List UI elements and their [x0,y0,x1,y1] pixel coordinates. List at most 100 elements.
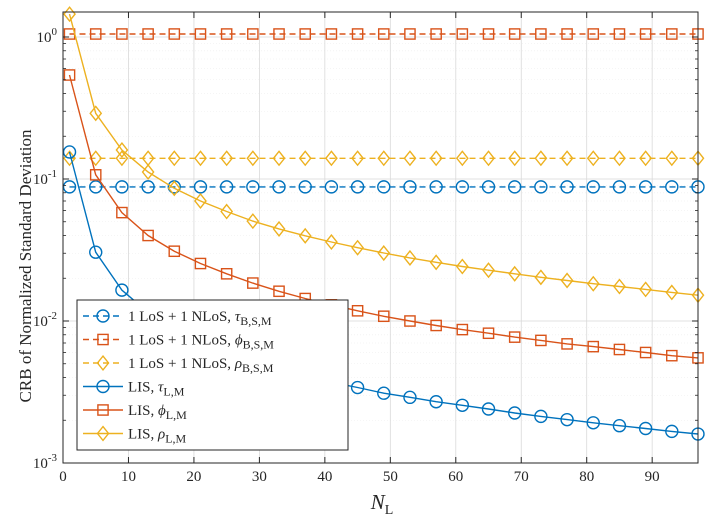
x-tick-label: 40 [317,469,332,485]
data-point [430,319,442,332]
data-point [666,28,678,40]
legend: 1 LoS + 1 NLoS, τB,S,M 1 LoS + 1 NLoS, ϕB… [76,299,349,451]
data-point [639,346,652,359]
series-layer [62,6,705,441]
data-point [246,213,260,230]
data-point [324,150,338,167]
data-point [534,150,548,167]
data-point [561,28,573,40]
data-point [482,327,495,340]
data-point [639,28,652,40]
data-point [377,180,391,194]
data-point [246,150,260,167]
x-tick-label: 30 [252,469,267,485]
x-tick-label: 80 [579,469,594,485]
data-point [429,254,443,271]
data-point [560,150,574,167]
data-point [586,275,600,292]
data-point [142,229,154,242]
data-point [560,180,574,194]
data-point [351,150,365,167]
data-point [298,227,312,244]
x-tick-label: 60 [448,469,463,485]
data-point [63,69,76,81]
legend-marker [97,404,109,416]
legend-label: 1 LoS + 1 NLoS, τB,S,M [128,309,272,328]
data-point [613,343,626,356]
data-point [561,338,573,350]
data-point [430,28,442,40]
x-tick-label: 0 [59,469,67,485]
legend-marker [96,354,110,372]
data-point [247,28,259,40]
data-point [194,28,207,40]
data-point [481,180,496,194]
legend-marker [96,379,110,394]
data-point [508,28,521,40]
data-point [404,28,416,40]
x-tick-label: 90 [645,469,660,485]
x-tick-label: 10 [121,469,136,485]
data-point [613,278,626,295]
data-point [535,334,547,347]
legend-label: 1 LoS + 1 NLoS, ρB,S,M [128,356,274,375]
x-tick-labels: 0 10 20 30 40 50 60 70 80 90 [59,469,659,485]
data-point [324,180,339,194]
data-point [429,395,443,409]
x-tick-label: 20 [186,469,201,485]
data-point [116,206,128,219]
data-point [612,419,627,433]
data-point [586,180,600,194]
data-point [220,203,234,220]
data-point [89,28,102,40]
data-point [89,150,103,167]
y-tick-labels: 10-3 10-2 10-1 100 [33,26,58,472]
data-point [534,409,548,424]
data-point [666,349,678,362]
y-tick-label: 100 [37,26,58,46]
data-point [350,180,365,194]
legend-label: LIS, τL,M [128,380,185,399]
data-point [167,150,181,167]
data-point [89,180,103,194]
data-point [455,180,470,194]
data-point [351,28,364,40]
data-point [481,402,496,416]
data-point [638,180,653,194]
legend-marker [96,309,110,323]
data-point [482,262,495,279]
data-point [247,277,259,289]
series-line [68,13,699,296]
data-point [89,245,103,259]
y-axis-label: CRB of Normalized Standard Deviation [16,129,35,402]
data-point [534,180,548,194]
legend-entry: LIS, ρL,M [83,425,187,446]
data-point [377,310,390,323]
data-point [639,281,653,298]
data-point [272,220,286,237]
data-point [194,150,207,167]
data-point [508,406,522,420]
data-point [404,315,416,327]
data-point [665,150,679,167]
series-6 [63,6,705,304]
data-point [508,331,521,343]
series-5 [63,69,704,364]
data-point [168,245,181,258]
data-point [273,285,285,298]
data-point [167,180,181,197]
data-point [220,150,234,167]
data-point [403,180,417,194]
x-tick-label: 50 [383,469,398,485]
y-tick-label: 10-1 [33,168,57,188]
data-point [508,265,522,282]
data-point [194,257,207,270]
legend-box [76,299,349,451]
x-tick-label: 70 [514,469,529,485]
series-1 [62,180,705,194]
data-point [219,180,234,194]
ticks-layer [62,12,698,464]
data-point [482,28,495,40]
data-point [193,180,208,194]
data-point [89,105,103,122]
